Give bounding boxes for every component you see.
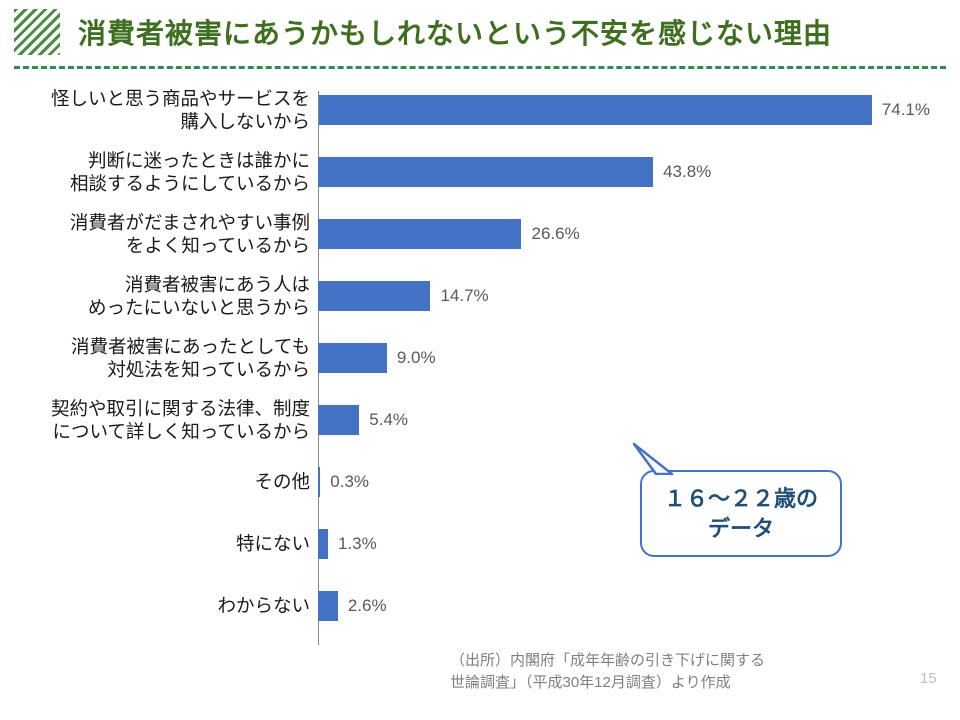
source-line1: （出所）内閣府「成年年齢の引き下げに関する <box>450 652 765 669</box>
bar <box>318 467 320 497</box>
page-number: 15 <box>920 670 937 687</box>
bar-label: 契約や取引に関する法律、制度について詳しく知っているから <box>20 397 318 443</box>
bar-cell: 26.6% <box>318 219 930 249</box>
bar-value: 43.8% <box>663 162 711 182</box>
callout-bubble: １６～２２歳の データ <box>640 470 842 557</box>
callout-tail-icon <box>624 438 684 498</box>
bar <box>318 405 359 435</box>
bar-value: 9.0% <box>397 348 436 368</box>
bar-value: 26.6% <box>531 224 579 244</box>
bar <box>318 343 387 373</box>
chart-row: 怪しいと思う商品やサービスを購入しないから 74.1% <box>20 79 930 141</box>
bar-label: 消費者がだまされやすい事例をよく知っているから <box>20 211 318 257</box>
chart-row: 消費者がだまされやすい事例をよく知っているから 26.6% <box>20 203 930 265</box>
page-title: 消費者被害にあうかもしれないという不安を感じない理由 <box>78 12 832 52</box>
bar <box>318 529 328 559</box>
source-text: （出所）内閣府「成年年齢の引き下げに関する 世論調査」（平成30年12月調査）よ… <box>450 650 765 694</box>
bar-cell: 5.4% <box>318 405 930 435</box>
bar <box>318 219 521 249</box>
bar <box>318 157 653 187</box>
callout-line2: データ <box>708 516 774 541</box>
bar-label: その他 <box>20 470 318 493</box>
bar <box>318 95 872 125</box>
source-line2: 世論調査」（平成30年12月調査）より作成 <box>450 674 731 691</box>
chart-row: 判断に迷ったときは誰かに相談するようにしているから 43.8% <box>20 141 930 203</box>
bar-cell: 14.7% <box>318 281 930 311</box>
bar-cell: 43.8% <box>318 157 930 187</box>
bar-value: 2.6% <box>348 596 387 616</box>
bar-label: わからない <box>20 594 318 617</box>
chart-row: 契約や取引に関する法律、制度について詳しく知っているから 5.4% <box>20 389 930 451</box>
bar-value: 14.7% <box>440 286 488 306</box>
chart-row: 消費者被害にあう人はめったにいないと思うから 14.7% <box>20 265 930 327</box>
bar-value: 74.1% <box>882 100 930 120</box>
bar <box>318 591 338 621</box>
title-hatch-icon <box>14 9 60 55</box>
divider <box>14 66 946 69</box>
bar-value: 5.4% <box>369 410 408 430</box>
bar-label: 判断に迷ったときは誰かに相談するようにしているから <box>20 149 318 195</box>
bar-cell: 74.1% <box>318 95 930 125</box>
header: 消費者被害にあうかもしれないという不安を感じない理由 <box>0 0 960 64</box>
callout-line1: １６～２２歳の <box>664 486 818 511</box>
bar-label: 消費者被害にあったとしても対処法を知っているから <box>20 335 318 381</box>
bar-label: 怪しいと思う商品やサービスを購入しないから <box>20 87 318 133</box>
bar-value: 1.3% <box>338 534 377 554</box>
chart-row: 消費者被害にあったとしても対処法を知っているから 9.0% <box>20 327 930 389</box>
bar-label: 消費者被害にあう人はめったにいないと思うから <box>20 273 318 319</box>
bar-cell: 2.6% <box>318 591 930 621</box>
chart-row: わからない 2.6% <box>20 575 930 637</box>
bar <box>318 281 430 311</box>
bar-value: 0.3% <box>330 472 369 492</box>
bar-cell: 9.0% <box>318 343 930 373</box>
bar-label: 特にない <box>20 532 318 555</box>
